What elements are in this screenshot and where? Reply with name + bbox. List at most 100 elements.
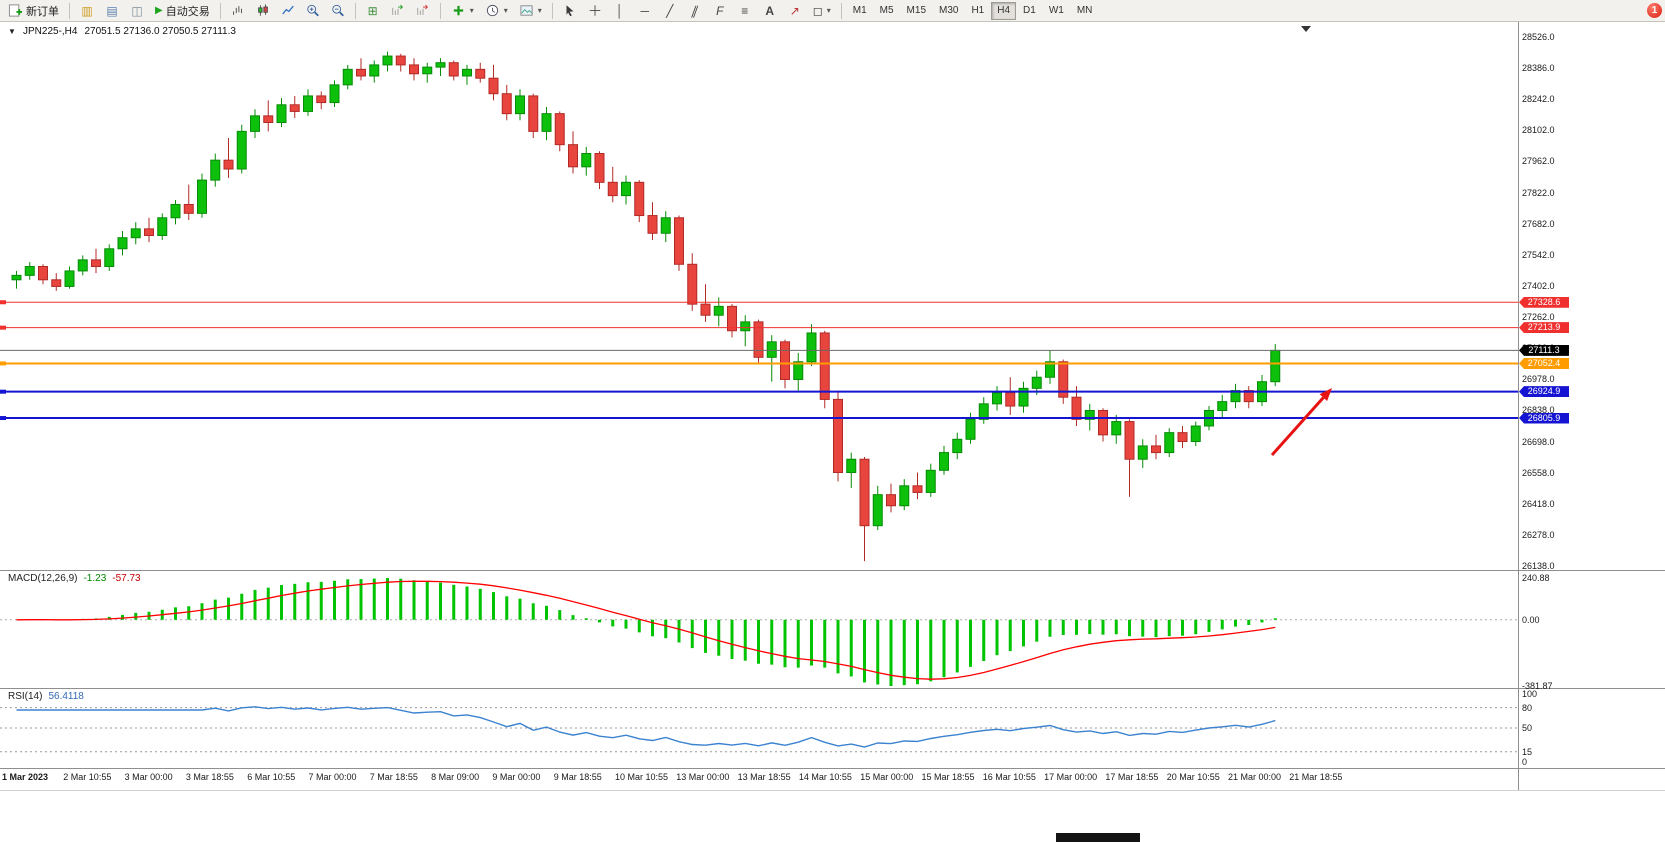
- chart-shift-button[interactable]: [411, 1, 435, 21]
- one-click-trading-toggle[interactable]: ▼: [8, 27, 16, 36]
- level-left-marker: [0, 389, 6, 394]
- toolbar-separator: [551, 2, 553, 19]
- indicators-button[interactable]: ▾: [446, 1, 479, 21]
- candle-body: [382, 55, 393, 66]
- candle-body: [11, 274, 22, 281]
- cursor-icon: [566, 5, 574, 17]
- macd-signal-value: -57.73: [112, 573, 141, 584]
- candlestick-chart-button[interactable]: [251, 1, 275, 21]
- candle-body: [554, 113, 565, 146]
- trendline-button[interactable]: ╱: [658, 1, 682, 21]
- horizontal-line-button[interactable]: ─: [633, 1, 657, 21]
- price-axis-label: 27542.0: [1522, 249, 1555, 260]
- rsi-indicator-label: RSI(14) 56.4118: [8, 691, 84, 702]
- cursor-button[interactable]: [558, 1, 582, 21]
- navigator-button[interactable]: ◫: [125, 1, 149, 21]
- time-axis-label: 16 Mar 10:55: [982, 772, 1036, 782]
- indicators-add-icon: [453, 5, 463, 16]
- panel-separator[interactable]: [0, 688, 1665, 689]
- price-axis-label: 27682.0: [1522, 218, 1555, 229]
- main-chart-svg[interactable]: [0, 22, 1518, 570]
- candle-body: [1190, 425, 1201, 443]
- candle-body: [1137, 445, 1148, 460]
- arrows-button[interactable]: ↗: [783, 1, 807, 21]
- candle-body: [1164, 432, 1175, 454]
- fibonacci-button[interactable]: F: [708, 1, 732, 21]
- level-price-tag: 27052.4: [1519, 357, 1569, 369]
- macd-panel-svg[interactable]: [0, 571, 1518, 688]
- candle-body: [780, 341, 790, 380]
- chart-symbol-period: JPN225-,H4: [23, 26, 78, 37]
- zoom-in-icon: [307, 4, 319, 17]
- timeframe-button-h1[interactable]: H1: [965, 2, 990, 20]
- candle-body: [462, 68, 472, 77]
- time-axis-label: 21 Mar 18:55: [1289, 772, 1343, 782]
- trend-arrow-line[interactable]: [1270, 396, 1325, 457]
- timeframe-button-w1[interactable]: W1: [1043, 2, 1070, 20]
- time-axis-label: 14 Mar 10:55: [798, 772, 852, 782]
- timeframe-button-m30[interactable]: M30: [933, 2, 964, 20]
- time-axis-label: 2 Mar 10:55: [63, 772, 112, 782]
- candle-body: [541, 113, 552, 132]
- periods-button[interactable]: ▾: [480, 1, 513, 21]
- candle-body: [833, 398, 843, 474]
- time-axis-label: 7 Mar 00:00: [308, 772, 357, 782]
- auto-scroll-button[interactable]: [386, 1, 410, 21]
- auto-trading-button[interactable]: ▶ 自动交易: [150, 1, 215, 21]
- chevron-down-icon: ▾: [469, 6, 474, 15]
- candle-body: [700, 303, 711, 316]
- rsi-line: [16, 706, 1276, 748]
- candle-body: [1031, 376, 1042, 389]
- text-button[interactable]: A: [758, 1, 782, 21]
- rsi-panel-svg[interactable]: [0, 689, 1518, 768]
- templates-button[interactable]: ▾: [514, 1, 547, 21]
- trend-arrow-head[interactable]: [1319, 388, 1332, 401]
- candle-body: [1177, 432, 1188, 443]
- cycle-lines-button[interactable]: ≡: [733, 1, 757, 21]
- price-axis-label: 26278.0: [1522, 529, 1555, 540]
- shapes-button[interactable]: ◻ ▾: [808, 1, 836, 21]
- price-axis-label: 26838.0: [1522, 405, 1555, 416]
- crosshair-button[interactable]: [583, 1, 607, 21]
- timeframe-button-d1[interactable]: D1: [1017, 2, 1042, 20]
- bar-chart-button[interactable]: [226, 1, 250, 21]
- channel-button[interactable]: ∥: [683, 1, 707, 21]
- candle-body: [38, 265, 48, 281]
- candle-body: [1230, 390, 1241, 403]
- candle-body: [289, 104, 300, 112]
- timeframe-button-m5[interactable]: M5: [874, 2, 900, 20]
- toolbar: 新订单 ▥ ▤ ◫ ▶ 自动交易 ⊞: [0, 0, 1665, 22]
- price-axis[interactable]: 28526.0 28386.0 28242.0 28102.0 27962.0 27822…: [1518, 0, 1665, 800]
- candle-body: [992, 392, 1002, 405]
- line-chart-button[interactable]: [276, 1, 300, 21]
- time-axis-label: 6 Mar 10:55: [247, 772, 296, 782]
- candle-body: [303, 95, 313, 112]
- rsi-axis-label: 50: [1522, 723, 1533, 733]
- zoom-in-button[interactable]: [301, 1, 325, 21]
- level-price-tag: 26805.9: [1519, 412, 1569, 424]
- chevron-down-icon: ▾: [503, 6, 508, 15]
- timeframe-button-mn[interactable]: MN: [1071, 2, 1099, 20]
- timeframe-button-m15[interactable]: M15: [901, 2, 932, 20]
- data-window-button[interactable]: ▤: [100, 1, 124, 21]
- zoom-out-button[interactable]: [326, 1, 350, 21]
- vertical-line-button[interactable]: │: [608, 1, 632, 21]
- panel-separator[interactable]: [0, 570, 1665, 571]
- notification-badge[interactable]: 1: [1647, 3, 1662, 18]
- chart-shift-marker[interactable]: [1301, 26, 1311, 32]
- toolbar-separator: [354, 2, 356, 19]
- clock-icon: [486, 4, 498, 17]
- market-watch-button[interactable]: ▥: [75, 1, 99, 21]
- candle-body: [77, 259, 88, 272]
- new-order-button[interactable]: 新订单: [3, 1, 64, 21]
- timeframe-toolbar: M1 M5 M15 M30 H1 H4 D1 W1 MN: [847, 1, 1099, 20]
- price-axis-label: 27402.0: [1522, 280, 1555, 291]
- time-axis[interactable]: 1 Mar 2023 2 Mar 10:55 3 Mar 00:00 3 Mar 18…: [0, 768, 1665, 790]
- timeframe-button-m1[interactable]: M1: [847, 2, 873, 20]
- candle-body: [1058, 361, 1069, 398]
- timeframe-button-h4[interactable]: H4: [991, 1, 1017, 20]
- tile-windows-button[interactable]: ⊞: [361, 1, 385, 21]
- candle-body: [104, 248, 115, 267]
- level-price-tag: 27213.9: [1519, 322, 1569, 334]
- candle-body: [581, 153, 592, 168]
